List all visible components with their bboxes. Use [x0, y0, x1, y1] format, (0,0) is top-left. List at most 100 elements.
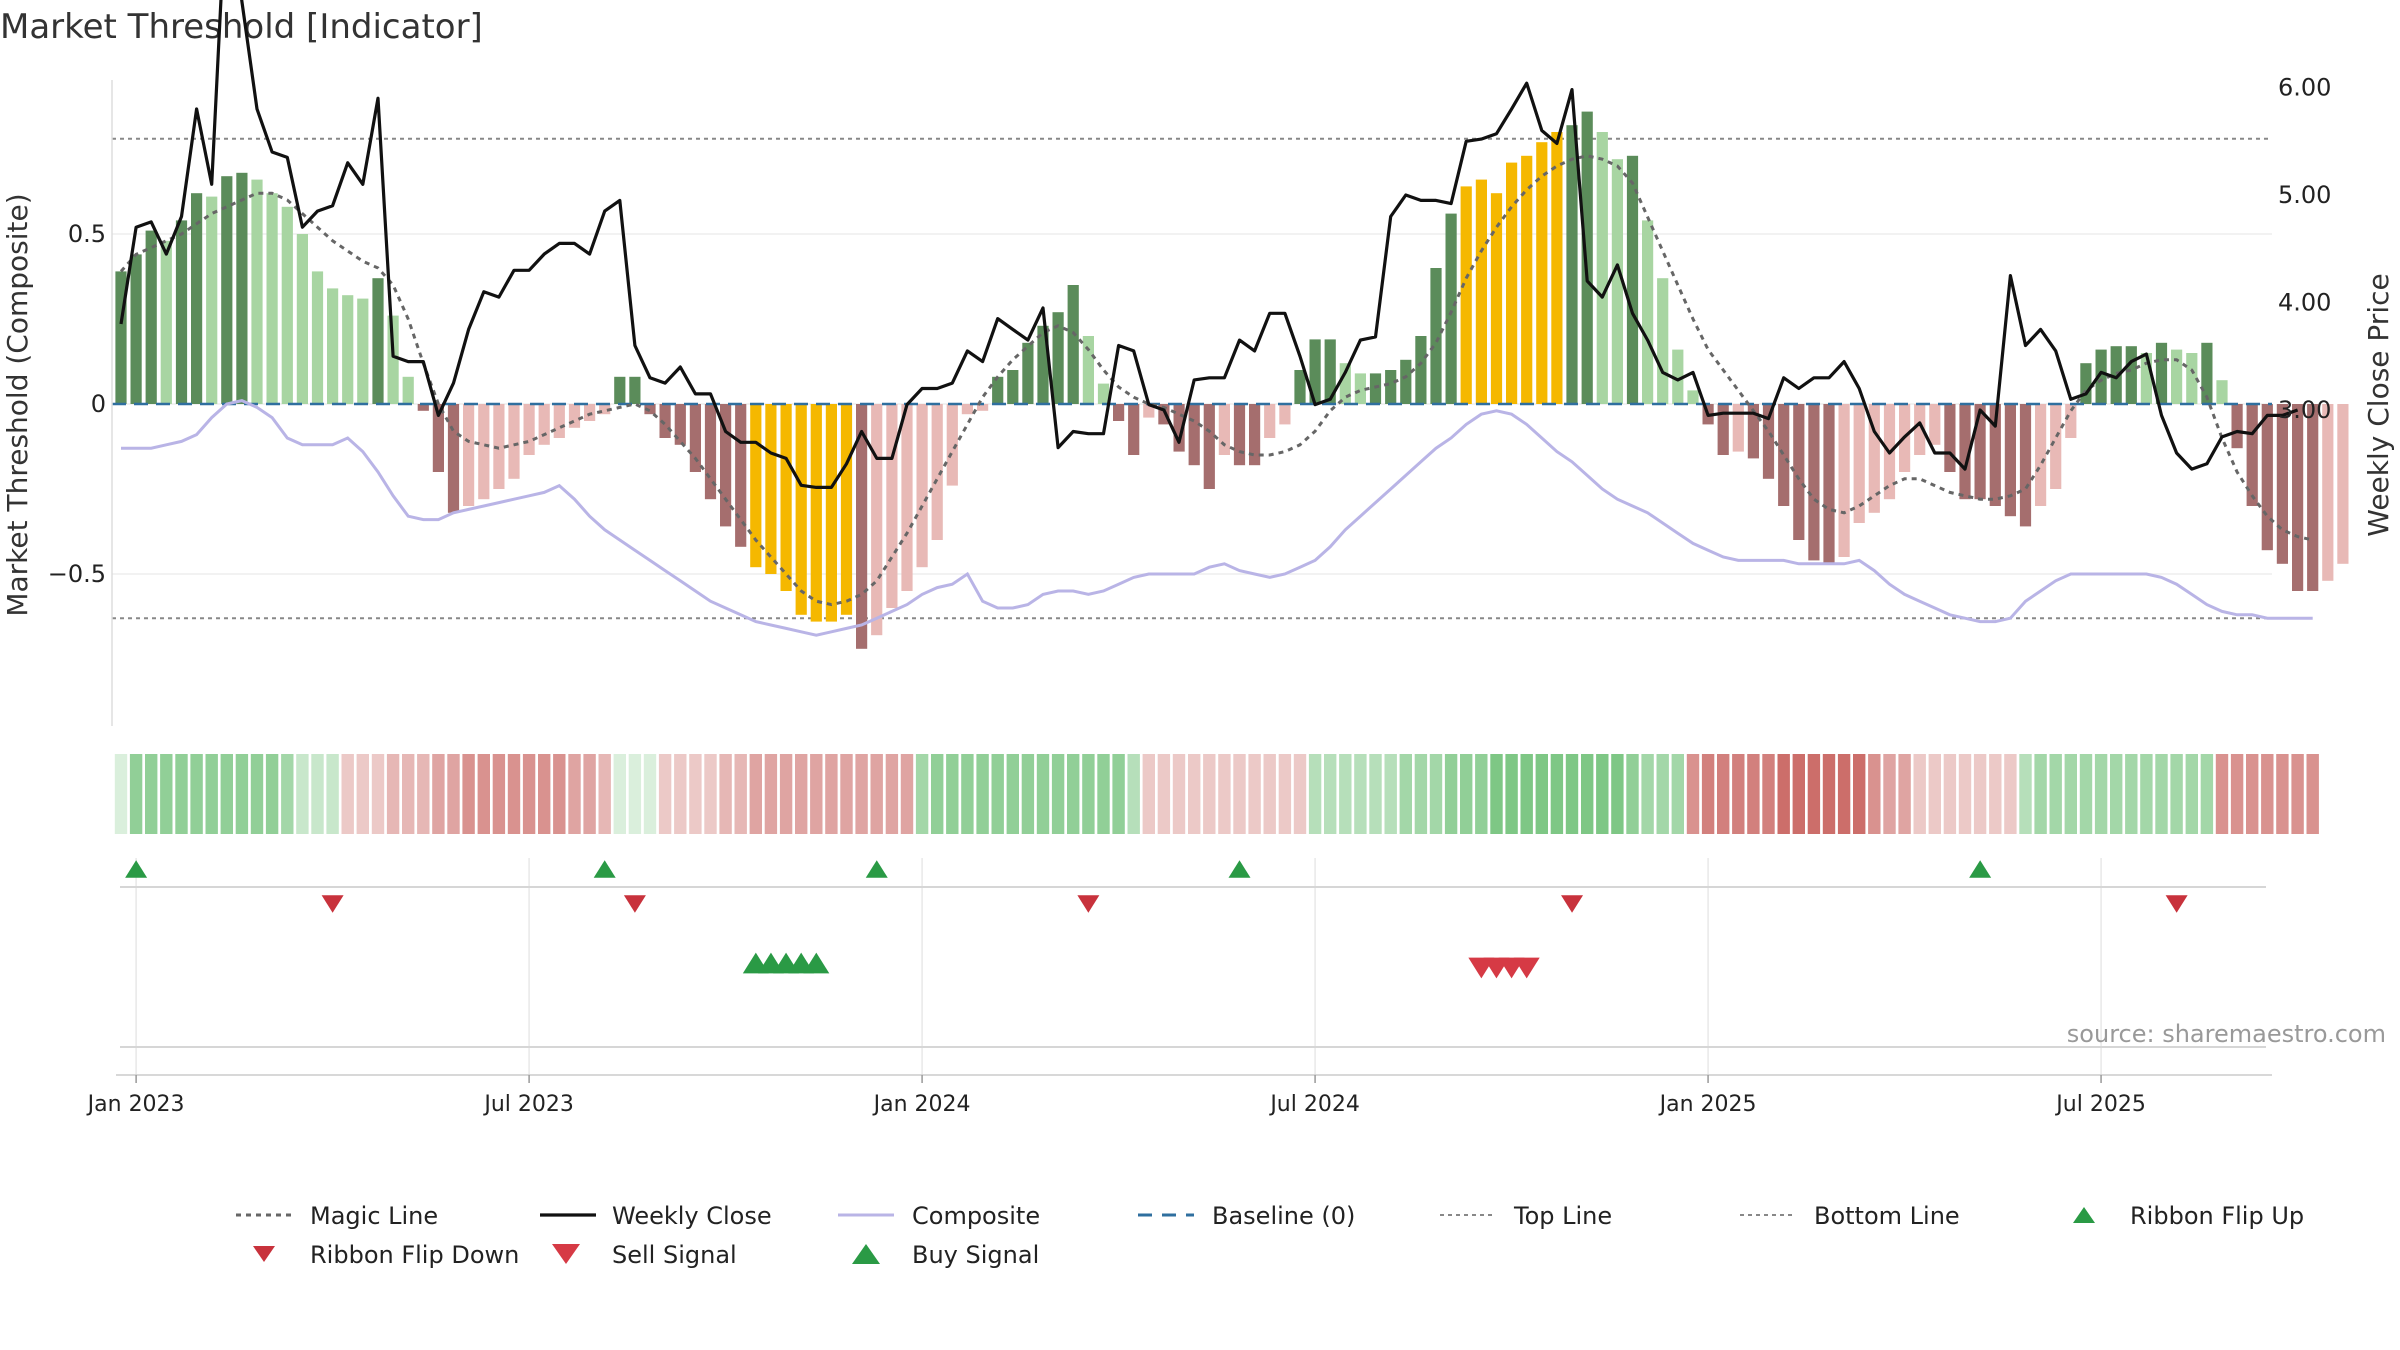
ribbon-cell [2034, 754, 2047, 834]
ribbon-cell [447, 754, 460, 834]
ribbon-cell [205, 754, 218, 834]
composite-bar [1158, 404, 1170, 425]
composite-bar [568, 404, 581, 428]
ribbon-cell [764, 754, 778, 834]
ribbon-cell [296, 754, 309, 834]
composite-bar [1113, 404, 1125, 421]
ribbon-cell [114, 754, 128, 834]
composite-bar [704, 404, 717, 500]
composite-bar [977, 404, 989, 411]
composite-bar [1279, 404, 1291, 425]
legend-label: Weekly Close [612, 1202, 772, 1230]
composite-bar [1264, 404, 1276, 438]
ribbon-cell [492, 754, 506, 834]
composite-bar [1460, 186, 1472, 404]
composite-bar [191, 193, 203, 404]
ribbon-cell [477, 754, 490, 834]
composite-bar [1203, 404, 1215, 489]
ribbon-cell [1021, 754, 1035, 834]
composite-bar [2065, 404, 2077, 438]
ribbon-cell [1444, 754, 1458, 834]
x-tick-label: Jan 2024 [872, 1092, 971, 1117]
composite-bar [1551, 132, 1563, 404]
composite-bar [1762, 404, 1775, 479]
ribbon-cell [1581, 754, 1594, 834]
composite-bar [1445, 213, 1457, 404]
composite-bar [1657, 278, 1669, 404]
ribbon-cell [2306, 754, 2319, 834]
legend-item-bottom: Bottom Line [1740, 1202, 1960, 1230]
ribbon-cell [1051, 754, 1065, 834]
composite-bar [856, 404, 868, 649]
ribbon-cell [1475, 754, 1488, 834]
ribbon-cell [991, 754, 1004, 834]
composite-bar [447, 404, 460, 513]
signal-markers [125, 860, 2188, 979]
legend-item-flipup: Ribbon Flip Up [2073, 1202, 2304, 1230]
ribbon-cell [1097, 754, 1110, 834]
ribbon-cell [1883, 754, 1896, 834]
ribbon-cell [1717, 754, 1730, 834]
composite-bar [2155, 342, 2168, 404]
ribbon-cell [2215, 754, 2229, 834]
ribbon-cell [583, 754, 596, 834]
legend-item-top: Top Line [1440, 1202, 1612, 1230]
ribbon-cell [250, 754, 264, 834]
x-tick-label: Jan 2025 [1658, 1092, 1757, 1117]
ribbon-strip [114, 754, 2319, 834]
ribbon-cell [734, 754, 747, 834]
composite-bar [1642, 220, 1654, 404]
ribbon-cell [1490, 754, 1503, 834]
ribbon-cell [749, 754, 762, 834]
x-tick-label: Jul 2023 [482, 1092, 574, 1117]
composite-bar [735, 404, 747, 547]
composite-bar [296, 234, 308, 404]
y2-tick-label: 6.00 [2278, 74, 2331, 102]
ribbon-cell [1082, 754, 1095, 834]
composite-bar [523, 404, 535, 455]
composite-bar [2276, 404, 2288, 564]
ribbon-cell [1853, 754, 1866, 834]
ribbon-cell [1233, 754, 1246, 834]
ribbon-cell [1943, 754, 1957, 834]
ribbon-cell [568, 754, 581, 834]
composite-bar [508, 404, 520, 479]
composite-bar [130, 254, 142, 404]
ribbon-cell [553, 754, 566, 834]
ribbon-cell [2140, 754, 2153, 834]
composite-bar [311, 271, 324, 404]
composite-bar [1808, 404, 1820, 561]
composite-bar [2019, 404, 2032, 527]
ribbon-cell [1550, 754, 1564, 834]
composite-bar [1037, 325, 1049, 404]
composite-bar [629, 376, 641, 404]
composite-bar [1097, 383, 1110, 404]
composite-bar [1354, 373, 1366, 404]
composite-line [121, 399, 2313, 637]
legend-item-baseline: Baseline (0) [1138, 1202, 1355, 1230]
composite-bar [2231, 404, 2243, 449]
ribbon-cell [281, 754, 294, 834]
ribbon-cell [1868, 754, 1881, 834]
legend-item-flipdown: Ribbon Flip Down [253, 1241, 519, 1269]
ribbon-cell [1293, 754, 1307, 834]
composite-bar [221, 176, 233, 404]
series-lines [112, 0, 2314, 637]
composite-bar [1173, 404, 1185, 452]
composite-bar [1082, 336, 1094, 404]
composite-bar [2337, 404, 2349, 564]
composite-bar [1022, 342, 1034, 404]
ribbon-cell [386, 754, 400, 834]
composite-bar [1929, 404, 1941, 445]
ribbon-cell [235, 754, 249, 834]
ribbon-cell [311, 754, 324, 834]
ribbon-cell [1142, 754, 1155, 834]
ribbon-cell [1837, 754, 1851, 834]
composite-bar [2186, 353, 2198, 404]
ribbon-cell [2004, 754, 2017, 834]
x-tick-label: Jan 2023 [86, 1092, 185, 1117]
ribbon-cell [704, 754, 717, 834]
ribbon-cell [145, 754, 158, 834]
legend: Magic Line Weekly Close Composite Baseline … [236, 1202, 2304, 1269]
